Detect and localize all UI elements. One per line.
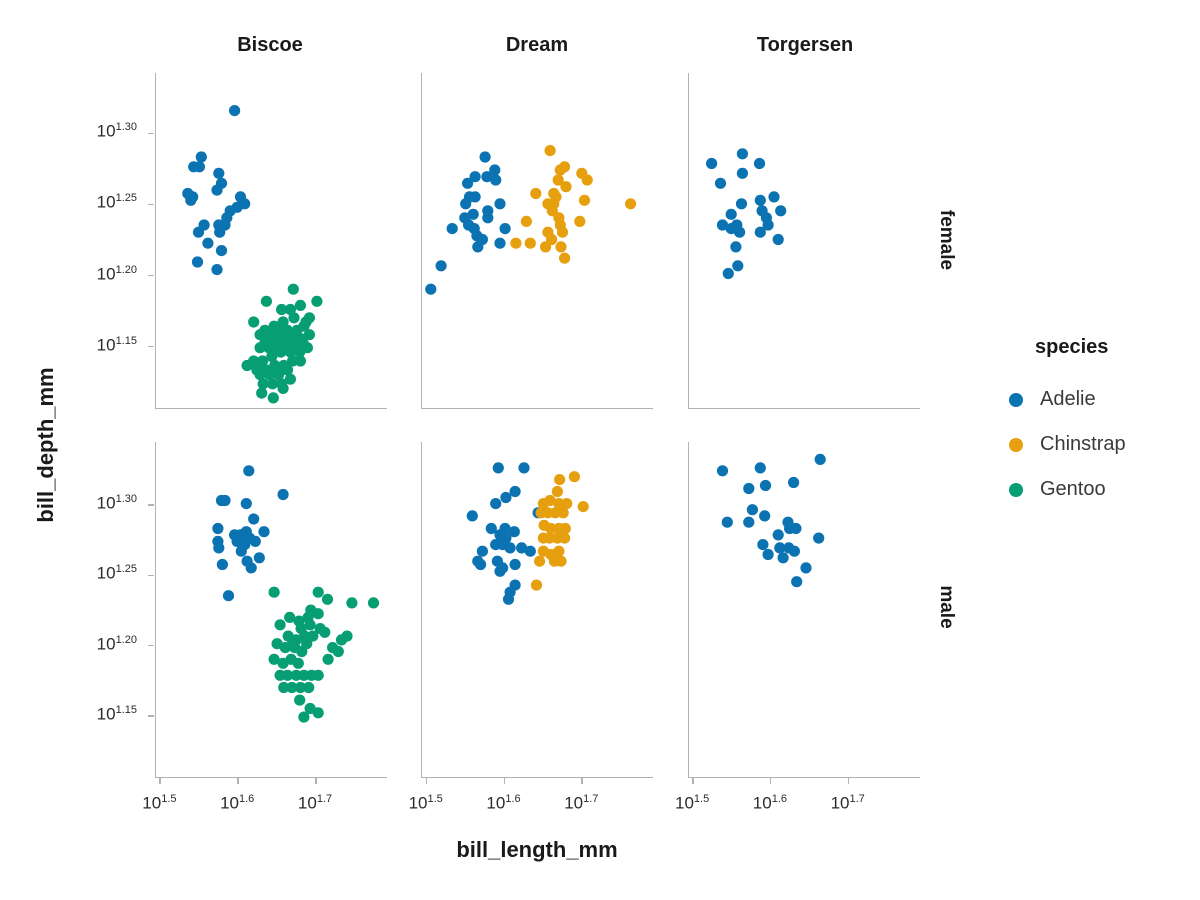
y-tick-label: 101.25 [96,192,137,213]
legend-label-chinstrap: Chinstrap [1040,433,1126,455]
facet-title-torgersen: Torgersen [756,34,854,56]
x-tick-mark [237,777,239,784]
legend-item-adelie: Adelie [1009,377,1126,422]
y-tick-label: 101.15 [96,704,137,724]
y-tick-mark [148,504,154,506]
legend: species Adelie Chinstrap Gentoo [1009,336,1126,512]
x-tick-mark [159,777,161,784]
legend-label-gentoo: Gentoo [1040,478,1106,500]
y-tick-mark [148,203,154,206]
y-tick-label: 101.30 [96,121,137,141]
panel-female-2 [687,73,920,410]
y-tick-label: 101.15 [96,334,137,355]
panel-female-0 [155,73,387,410]
x-tick-label: 101.5 [142,792,177,813]
legend-title: species [1035,336,1109,358]
chinstrap-dot-icon [1009,437,1023,452]
legend-label-adelie: Adelie [1040,388,1096,410]
x-tick-mark [847,777,850,784]
x-tick-mark [692,777,694,784]
x-tick-label: 101.7 [297,792,333,813]
panel-female-1 [421,73,654,410]
x-tick-label: 101.7 [830,792,865,813]
y-tick-label: 101.25 [96,563,137,583]
x-tick-mark [315,777,317,784]
panel-male-0 [155,441,387,778]
x-tick-label: 101.6 [486,792,521,813]
x-tick-mark [425,777,428,784]
legend-item-chinstrap: Chinstrap [1009,422,1126,467]
panel-male-2 [687,441,920,778]
facet-row-label-female: female [936,209,957,271]
y-tick-label: 101.20 [96,633,137,654]
x-tick-mark [581,777,583,784]
y-tick-mark [148,274,154,277]
facet-title-dream: Dream [505,34,569,56]
y-tick-label: 101.30 [96,493,137,513]
x-tick-label: 101.7 [564,792,599,813]
y-tick-label: 101.20 [96,263,137,284]
panel-male-1 [421,441,654,778]
gentoo-dot-icon [1009,482,1023,497]
x-tick-label: 101.6 [752,792,787,813]
facet-row-label-male: male [936,585,957,629]
y-tick-mark [148,644,154,647]
facet-title-biscoe: Biscoe [237,34,303,56]
x-tick-label: 101.5 [674,792,710,813]
y-tick-mark [148,132,154,135]
y-tick-mark [148,345,154,348]
x-tick-mark [769,777,772,784]
x-tick-label: 101.5 [408,792,443,813]
x-axis-label: bill_length_mm [456,837,618,862]
x-tick-label: 101.6 [220,792,255,813]
adelie-dot-icon [1009,392,1023,407]
x-tick-mark [503,777,505,784]
y-tick-mark [148,715,154,717]
y-axis-label: bill_depth_mm [33,367,58,523]
legend-item-gentoo: Gentoo [1009,467,1126,512]
y-tick-mark [148,574,154,577]
